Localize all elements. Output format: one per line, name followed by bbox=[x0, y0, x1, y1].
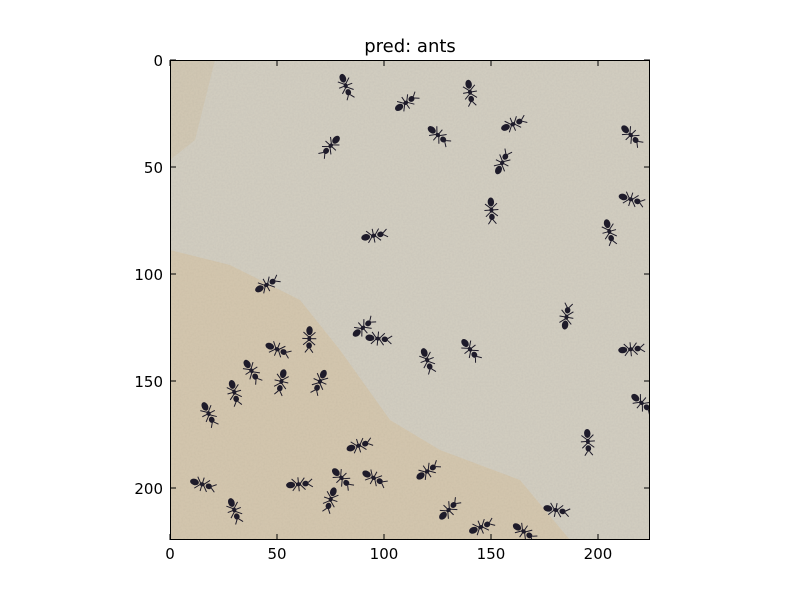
ant bbox=[621, 125, 644, 148]
ant bbox=[543, 502, 571, 518]
ant bbox=[362, 469, 388, 489]
ant bbox=[439, 497, 462, 520]
ant bbox=[618, 342, 646, 357]
ant bbox=[469, 517, 496, 536]
ant bbox=[265, 341, 292, 359]
ant bbox=[318, 135, 340, 159]
ant bbox=[462, 79, 478, 107]
ants-layer bbox=[190, 73, 650, 540]
ant bbox=[286, 477, 314, 492]
plot-title: pred: ants bbox=[364, 36, 456, 57]
ant bbox=[394, 91, 420, 112]
ant bbox=[493, 148, 513, 175]
x-tick-label: 0 bbox=[165, 545, 175, 563]
ant bbox=[273, 369, 289, 397]
ant bbox=[322, 487, 339, 514]
ant bbox=[416, 460, 441, 481]
ant bbox=[226, 380, 243, 407]
photo bbox=[170, 60, 650, 540]
ant bbox=[559, 302, 574, 330]
rice-texture bbox=[170, 60, 650, 540]
ant bbox=[331, 468, 355, 491]
image-frame bbox=[170, 60, 650, 540]
ant bbox=[484, 197, 499, 225]
y-tick-label: 200 bbox=[134, 480, 163, 498]
ant bbox=[255, 274, 281, 294]
x-tick-label: 50 bbox=[267, 545, 286, 563]
ant bbox=[346, 437, 374, 454]
x-tick-label: 100 bbox=[370, 545, 399, 563]
ant bbox=[618, 191, 646, 208]
ant bbox=[461, 338, 482, 363]
ant bbox=[200, 402, 219, 428]
x-axis: 0 50 100 150 200 bbox=[165, 60, 612, 563]
ant bbox=[352, 315, 377, 337]
y-axis: 0 50 100 150 200 bbox=[134, 52, 650, 498]
ant bbox=[601, 219, 618, 247]
ant bbox=[226, 498, 244, 525]
ant bbox=[242, 359, 263, 385]
ant bbox=[427, 126, 452, 148]
y-tick-label: 50 bbox=[144, 159, 163, 177]
ant bbox=[337, 73, 355, 101]
ant bbox=[631, 393, 650, 416]
ant bbox=[310, 369, 329, 396]
ant bbox=[302, 326, 317, 353]
ant bbox=[365, 331, 393, 346]
ant bbox=[361, 228, 389, 244]
ant bbox=[512, 522, 538, 540]
x-tick-label: 200 bbox=[584, 545, 613, 563]
ant bbox=[501, 114, 528, 133]
y-tick-label: 150 bbox=[134, 373, 163, 391]
y-tick-label: 0 bbox=[153, 52, 163, 70]
ant bbox=[419, 348, 437, 375]
ant bbox=[580, 428, 595, 456]
y-tick-label: 100 bbox=[134, 266, 163, 284]
ant bbox=[190, 476, 217, 493]
x-tick-label: 150 bbox=[477, 545, 506, 563]
